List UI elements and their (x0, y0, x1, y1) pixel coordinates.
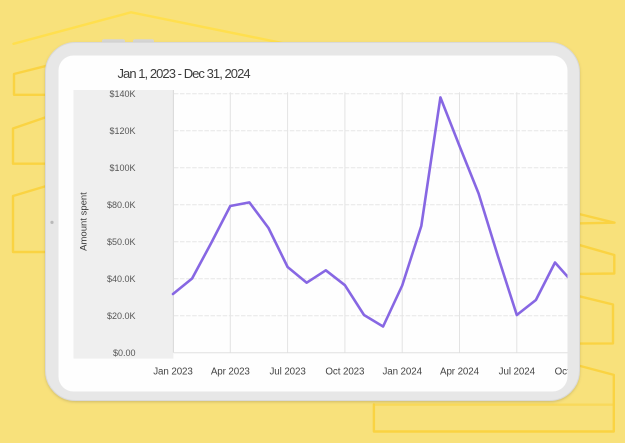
svg-text:Jan 2023: Jan 2023 (153, 366, 193, 377)
svg-text:Amount spent: Amount spent (79, 192, 90, 251)
svg-text:Jan 1, 2023 - Dec 31, 2024: Jan 1, 2023 - Dec 31, 2024 (118, 66, 251, 81)
svg-text:Jul 2024: Jul 2024 (499, 366, 536, 377)
svg-text:Jul 2023: Jul 2023 (269, 366, 306, 377)
svg-text:$50.0K: $50.0K (107, 237, 136, 247)
svg-text:$40.0K: $40.0K (107, 274, 136, 284)
svg-text:$80.0K: $80.0K (107, 200, 136, 210)
svg-text:Oct 2024: Oct 2024 (555, 366, 595, 377)
svg-text:Apr 2023: Apr 2023 (211, 366, 251, 377)
svg-text:Apr 2024: Apr 2024 (440, 366, 480, 377)
svg-text:$0.00: $0.00 (113, 348, 136, 358)
svg-text:Jan 2024: Jan 2024 (382, 366, 422, 377)
svg-text:Oct 2023: Oct 2023 (325, 366, 365, 377)
svg-text:$120K: $120K (109, 126, 135, 136)
svg-text:$140K: $140K (109, 89, 135, 99)
svg-text:$100K: $100K (109, 163, 135, 173)
svg-text:$20.0K: $20.0K (107, 311, 136, 321)
